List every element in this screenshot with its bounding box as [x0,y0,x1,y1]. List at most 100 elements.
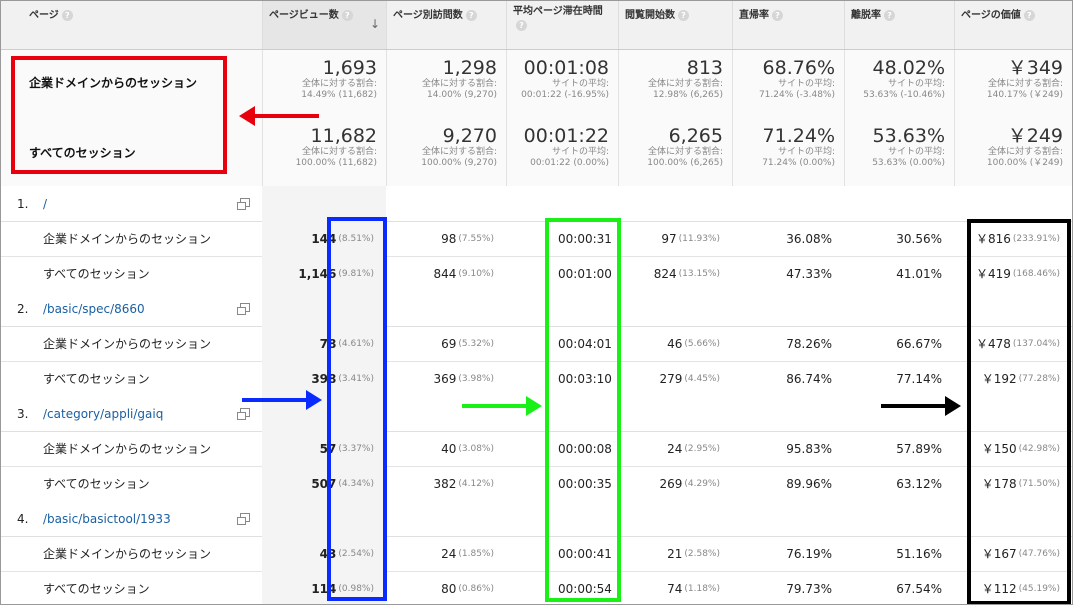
metric-cell-bounce: 95.83% [732,431,844,466]
metric-percentage: (3.37%) [338,443,374,454]
help-icon[interactable]: ? [678,9,689,21]
summary-caption: サイトの平均: [551,147,609,157]
metric-cell-bounce: 47.33% [732,256,844,291]
metric-percentage: (3.98%) [458,373,494,384]
summary-comparison: 14.49% (11,682) [301,90,377,100]
metric-cell-entr: 74 (1.18%) [618,571,732,604]
summary-comparison: 71.24% (-3.48%) [758,90,835,100]
metric-cell-visits: 369 (3.98%) [386,361,506,396]
metric-value: 24 [441,546,457,561]
metric-value: 00:00:08 [558,441,612,456]
open-page-icon[interactable] [237,512,250,525]
help-icon[interactable]: ? [516,19,527,31]
help-icon[interactable]: ? [1023,9,1035,21]
metric-cell-bounce: 78.26% [732,326,844,361]
column-header-3[interactable]: 平均ページ滞在時間? [506,1,618,49]
metric-value: ￥816 [976,232,1011,246]
summary-metric: 71.24% サイトの平均: 71.24% (0.00%) [732,118,844,186]
highlight-pageviews [327,217,387,601]
open-page-icon[interactable] [237,302,250,315]
metric-percentage: (137.04%) [1012,338,1060,349]
summary-comparison: 53.63% (0.00%) [872,158,945,168]
metric-cell-time: 00:00:35 [506,466,618,501]
column-header-2[interactable]: ページ別訪問数? [386,1,506,49]
arrow-to-summary [239,106,319,126]
arrow-to-time-on-page-head [526,396,542,416]
metric-value: 63.12% [896,476,942,491]
metric-cell-visits: 98 (7.55%) [386,221,506,256]
summary-metric: 68.76% サイトの平均: 71.24% (-3.48%) [732,50,844,118]
metric-cell-pv: 1,146 (9.81%) [262,256,386,291]
summary-caption: 全体に対する割合: [987,79,1063,89]
metric-percentage: (4.45%) [684,373,720,384]
help-icon[interactable]: ? [61,9,73,21]
summary-caption: サイトの平均: [777,79,835,89]
metric-value: 36.08% [786,231,832,246]
column-header-1[interactable]: ページビュー数? ↓ [262,1,386,49]
metric-cell-exit: 30.56% [844,221,954,256]
metric-cell-value: ￥419 (168.46%) [954,256,1072,291]
summary-value: 53.63% [872,125,945,147]
column-header-label: 離脱率 [851,10,881,21]
page-path-link[interactable]: / [43,196,48,211]
arrow-to-page-value [881,396,961,416]
segment-row: 企業ドメインからのセッション 144 (8.51%) 98 (7.55%) 00:00:3… [1,221,1072,257]
segment-row: すべてのセッション 1,146 (9.81%) 844 (9.10%) 00:01:00 8… [1,256,1072,292]
summary-value: 71.24% [762,125,835,147]
metric-cell-exit: 51.16% [844,536,954,571]
metric-value: 77.14% [896,371,942,386]
column-header-0[interactable]: ページ? [1,1,262,49]
open-page-icon[interactable] [237,197,250,210]
metric-cell-value: ￥150 (42.98%) [954,431,1072,466]
column-header-6[interactable]: 離脱率? [844,1,954,49]
metric-percentage: (77.28%) [1018,373,1060,384]
metric-cell-value: ￥816 (233.91%) [954,221,1072,256]
summary-metric: 53.63% サイトの平均: 53.63% (0.00%) [844,118,954,186]
summary-value: 48.02% [872,57,945,79]
help-icon[interactable]: ? [341,9,353,21]
summary-caption: 全体に対する割合: [647,79,723,89]
metric-percentage: (7.55%) [458,233,494,244]
summary-comparison: 100.00% (6,265) [647,158,723,168]
metric-cell-value: ￥478 (137.04%) [954,326,1072,361]
summary-row: すべてのセッション 11,682 全体に対する割合: 100.00% (11,682)… [1,118,1072,187]
page-path-link[interactable]: /category/appli/gaiq [43,406,164,421]
column-header-5[interactable]: 直帰率? [732,1,844,49]
metric-percentage: (5.66%) [684,338,720,349]
metric-percentage: (168.46%) [1012,268,1060,279]
column-header-label: ページの価値 [961,10,1021,21]
metric-cell-pv: 78 (4.61%) [262,326,386,361]
help-icon[interactable]: ? [772,9,783,21]
segment-label: すべてのセッション [43,477,150,491]
summary-value: 68.76% [762,57,835,79]
arrow-to-pageviews [242,390,322,410]
page-path-link[interactable]: /basic/basictool/1933 [43,511,171,526]
page-path-link[interactable]: /basic/spec/8660 [43,301,145,316]
metric-cell-value: ￥178 (71.50%) [954,466,1072,501]
metric-value: 76.19% [786,546,832,561]
metric-value: 95.83% [786,441,832,456]
column-header-label: ページ [29,10,59,21]
metric-cell-entr: 24 (2.95%) [618,431,732,466]
help-icon[interactable]: ? [884,9,895,21]
metric-value: 30.56% [896,231,942,246]
metric-value: 24 [667,441,683,456]
column-header-4[interactable]: 閲覧開始数? [618,1,732,49]
summary-metric: 11,682 全体に対する割合: 100.00% (11,682) [262,118,386,186]
row-number: 1. [17,196,29,211]
metric-percentage: (0.86%) [458,583,494,594]
page-row: 2. /basic/spec/8660 [1,291,1072,327]
help-icon[interactable]: ? [465,9,477,21]
metric-value: 41.01% [896,266,942,281]
column-header-7[interactable]: ページの価値? [954,1,1072,49]
summary-caption: 全体に対する割合: [301,79,377,89]
metric-cell-value: ￥192 (77.28%) [954,361,1072,396]
metric-value: 21 [667,546,683,561]
sort-descending-icon[interactable]: ↓ [369,17,380,31]
metric-cell-bounce: 36.08% [732,221,844,256]
open-page-icon[interactable] [237,407,250,420]
summary-value: 813 [686,57,723,79]
summary-comparison: 14.00% (9,270) [427,90,497,100]
metric-percentage: (4.34%) [338,478,374,489]
arrow-to-page-value-head [945,396,961,416]
